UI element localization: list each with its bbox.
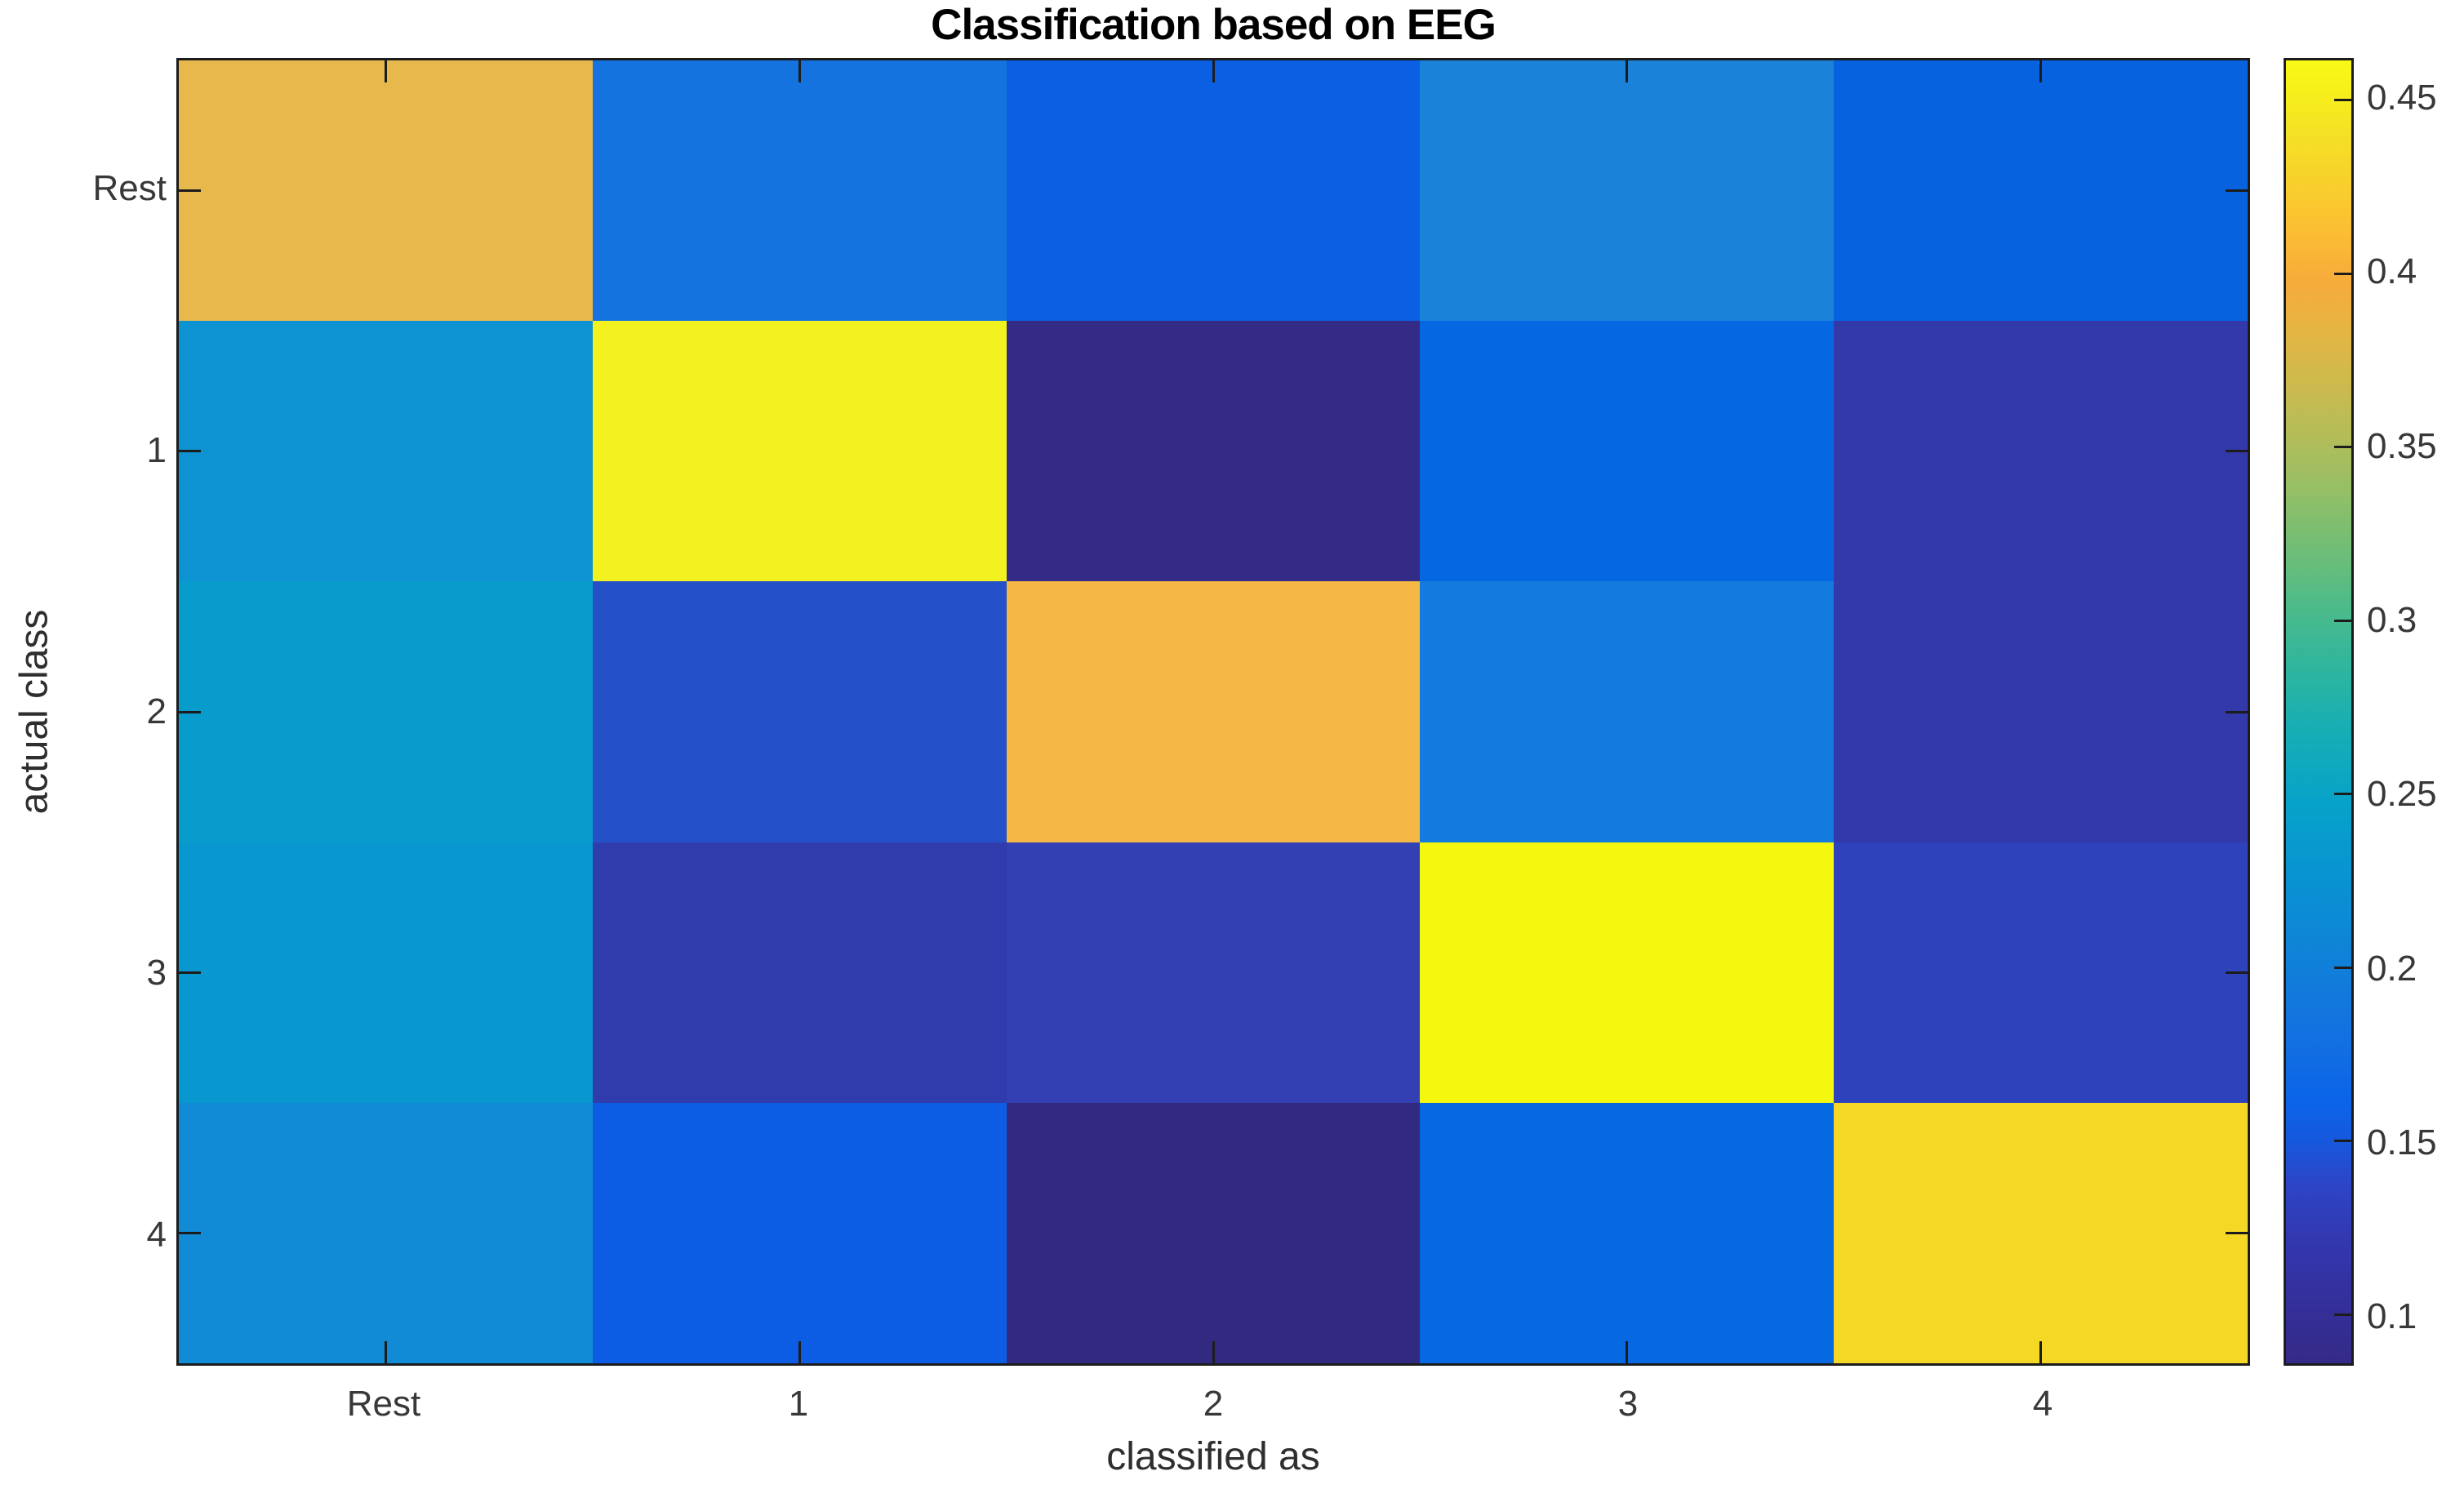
axis-tick-mark (2039, 1341, 2043, 1363)
colorbar-tick-label: 0.1 (2367, 1296, 2417, 1337)
axis-tick-mark (1626, 1341, 1629, 1363)
axis-tick-mark (2226, 710, 2248, 713)
heatmap-cell (1420, 581, 1835, 842)
colorbar-tick-mark (2334, 272, 2351, 275)
heatmap-cell (1006, 581, 1421, 842)
x-tick-label: 3 (1617, 1384, 1639, 1424)
heatmap-cell (592, 1102, 1007, 1363)
heatmap-cell (179, 1102, 593, 1363)
colorbar-tick-mark (2334, 1313, 2351, 1317)
colorbar (2284, 58, 2354, 1366)
heatmap-cell (1420, 842, 1835, 1103)
colorbar-tick-label: 0.2 (2367, 948, 2417, 989)
heatmap-cell (1006, 842, 1421, 1103)
colorbar-tick-mark (2334, 966, 2351, 969)
heatmap-cell (179, 581, 593, 842)
axis-tick-mark (179, 971, 201, 974)
heatmap-cell (1834, 581, 2248, 842)
colorbar-tick-mark (2334, 793, 2351, 796)
axis-tick-mark (384, 60, 387, 82)
heatmap-cell (1420, 321, 1835, 582)
axis-tick-mark (179, 450, 201, 453)
heatmap-cell (1420, 1102, 1835, 1363)
axis-tick-mark (2226, 1231, 2248, 1234)
heatmap-cell (1006, 60, 1421, 322)
heatmap-cell (179, 842, 593, 1103)
heatmap-cell (1834, 321, 2248, 582)
colorbar-tick-label: 0.4 (2367, 251, 2417, 292)
colorbar-tick-label: 0.3 (2367, 600, 2417, 640)
axis-tick-mark (2039, 60, 2043, 82)
colorbar-tick-label: 0.35 (2367, 425, 2437, 466)
y-tick-label: 4 (146, 1214, 167, 1255)
axis-tick-mark (179, 710, 201, 713)
axis-tick-mark (798, 60, 801, 82)
colorbar-tick-mark (2334, 619, 2351, 622)
heatmap-cell (592, 842, 1007, 1103)
colorbar-tick-mark (2334, 446, 2351, 449)
axis-tick-mark (2226, 971, 2248, 974)
y-tick-label: 3 (146, 953, 167, 993)
x-axis-label: classified as (1106, 1435, 1320, 1478)
axis-tick-mark (1626, 60, 1629, 82)
x-tick-label: 1 (788, 1384, 809, 1424)
y-tick-label: Rest (92, 168, 167, 209)
colorbar-tick-label: 0.25 (2367, 774, 2437, 815)
axis-tick-mark (798, 1341, 801, 1363)
chart-title: Classification based on EEG (931, 1, 1497, 49)
axis-tick-mark (179, 1231, 201, 1234)
heatmap-cell (1834, 60, 2248, 322)
heatmap-cell (592, 321, 1007, 582)
x-tick-label: 2 (1203, 1384, 1224, 1424)
heatmap-cell (179, 321, 593, 582)
heatmap-cell (1834, 842, 2248, 1103)
axis-tick-mark (384, 1341, 387, 1363)
y-tick-label: 1 (146, 429, 167, 470)
heatmap-grid (179, 60, 2248, 1363)
x-tick-label: Rest (346, 1384, 421, 1424)
heatmap-cell (1006, 1102, 1421, 1363)
axis-tick-mark (2226, 450, 2248, 453)
heatmap-cell (1834, 1102, 2248, 1363)
heatmap-cell (179, 60, 593, 322)
y-tick-label: 2 (146, 691, 167, 731)
axis-tick-mark (179, 189, 201, 193)
axis-tick-mark (1212, 60, 1215, 82)
axis-tick-mark (1212, 1341, 1215, 1363)
colorbar-tick-label: 0.45 (2367, 78, 2437, 118)
colorbar-tick-mark (2334, 1140, 2351, 1143)
x-tick-label: 4 (2032, 1384, 2053, 1424)
colorbar-tick-label: 0.15 (2367, 1122, 2437, 1162)
heatmap-cell (592, 581, 1007, 842)
y-axis-label: actual class (12, 609, 56, 815)
axis-tick-mark (2226, 189, 2248, 193)
heatmap-cell (1006, 321, 1421, 582)
heatmap-cell (1420, 60, 1835, 322)
heatmap-cell (592, 60, 1007, 322)
colorbar-tick-mark (2334, 99, 2351, 102)
heatmap-plot-area (176, 58, 2250, 1366)
